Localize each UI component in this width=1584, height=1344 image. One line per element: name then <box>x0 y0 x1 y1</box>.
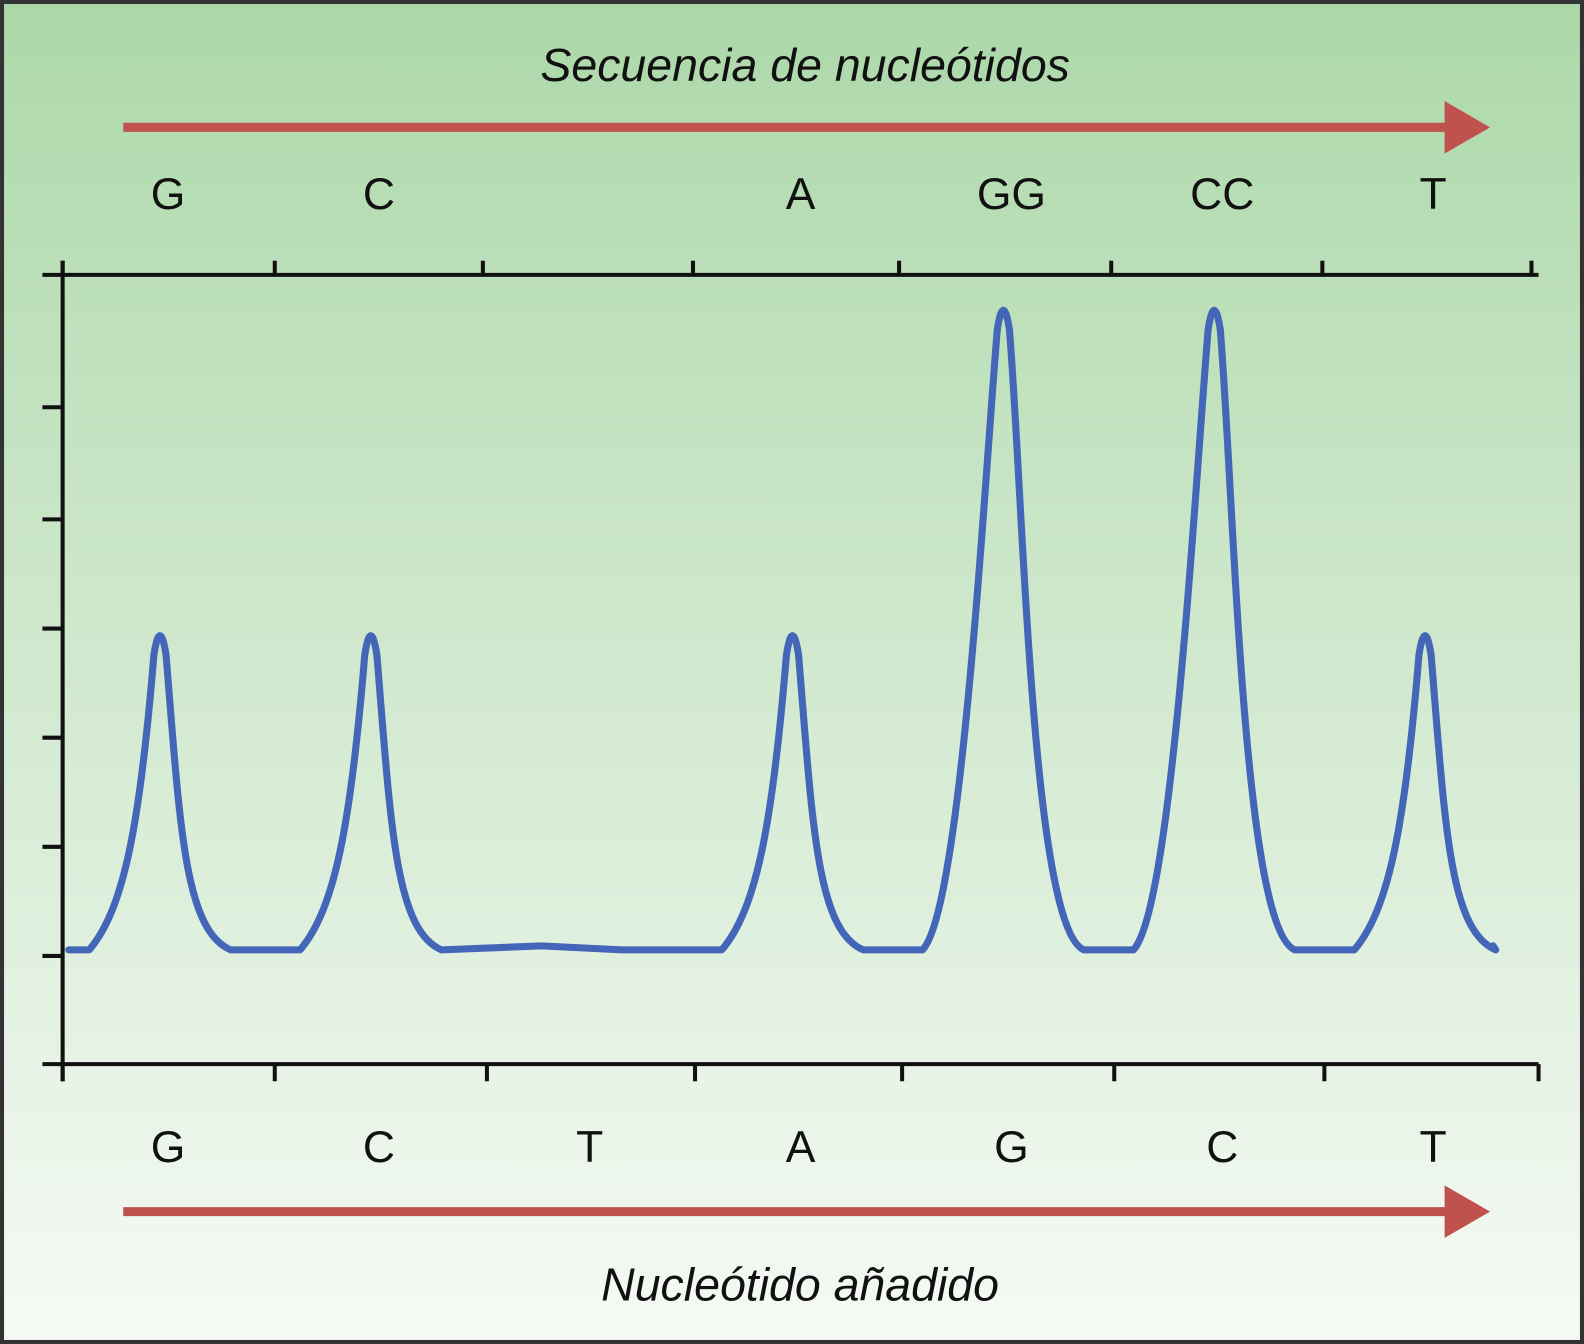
nucleotide-label: G <box>151 1123 186 1172</box>
nucleotide-label: G <box>994 1123 1029 1172</box>
nucleotide-label: A <box>786 1123 816 1172</box>
sequence-label: C <box>363 170 395 219</box>
axes <box>42 260 1541 1082</box>
nucleotide-label: C <box>363 1123 395 1172</box>
sequence-label: G <box>151 170 186 219</box>
sequence-label: CC <box>1190 170 1254 219</box>
nucleotide-label: T <box>1420 1123 1447 1172</box>
sequence-labels: G C A GG CC T <box>151 170 1447 219</box>
sequence-label: T <box>1420 170 1447 219</box>
top-arrow <box>123 101 1491 154</box>
signal-trace <box>65 306 1500 954</box>
sequence-label: GG <box>977 170 1046 219</box>
bottom-title: Nucleótido añadido <box>601 1259 999 1311</box>
sequence-label: A <box>786 170 816 219</box>
bottom-arrow <box>123 1185 1491 1238</box>
nucleotide-label: T <box>576 1123 603 1172</box>
top-title: Secuencia de nucleótidos <box>540 39 1070 91</box>
nucleotide-label: C <box>1206 1123 1238 1172</box>
